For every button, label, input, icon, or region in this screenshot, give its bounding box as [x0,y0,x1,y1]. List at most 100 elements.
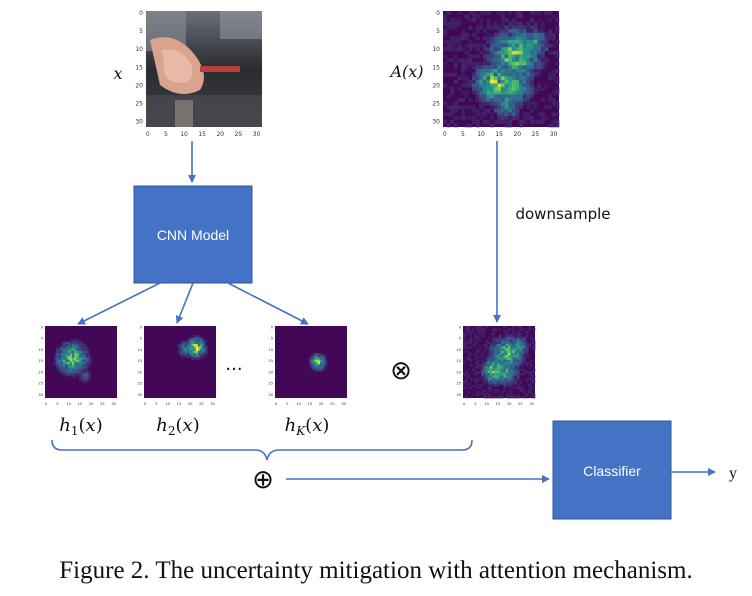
tick-label: 30 [137,393,142,397]
tick-label: 10 [484,402,489,406]
tick-label: 15 [198,131,206,138]
tick-label: 30 [38,393,43,397]
tick-label: 0 [271,325,274,329]
tick-label: 20 [137,370,142,374]
tick-label: 30 [550,131,558,138]
tick-label: 0 [146,131,150,138]
tick-label: 20 [456,370,461,374]
tick-label: 20 [319,402,324,406]
tick-label: 30 [210,402,215,406]
tick-label: 30 [341,402,346,406]
attention-label: A(x) [388,62,423,81]
h2-label: h2(x) [156,415,199,438]
cnn-model-label: CNN Model [157,227,229,243]
output-label: y [729,465,737,482]
tick-label: 30 [529,402,534,406]
tick-label: 20 [513,131,521,138]
tick-label: 20 [89,402,94,406]
tick-label: 10 [135,46,143,53]
figure-caption: Figure 2. The uncertainty mitigation wit… [59,557,692,584]
tick-label: 0 [443,131,447,138]
tick-label: 10 [296,402,301,406]
tick-label: 0 [139,10,143,17]
tick-label: 20 [507,402,512,406]
tick-label: 25 [268,382,273,386]
tick-label: 25 [456,382,461,386]
tick-label: 0 [436,10,440,17]
tick-label: 15 [495,131,503,138]
tick-label: 25 [137,382,142,386]
tick-label: 25 [518,402,523,406]
tick-label: 0 [144,402,147,406]
tick-label: 10 [477,131,485,138]
tick-label: 5 [459,337,461,341]
tick-label: 5 [140,337,142,341]
tick-label: 20 [188,402,193,406]
tick-label: 25 [532,131,540,138]
ellipsis: ··· [225,359,242,380]
tick-label: 25 [199,402,204,406]
cnn-model-box [133,185,253,284]
downsampled-attention-heatmap [463,326,536,399]
arrow-model-to-h1 [77,282,161,325]
grouping-brace [51,439,473,461]
tick-label: 0 [459,325,462,329]
tick-label: 0 [45,402,48,406]
tick-label: 0 [41,325,44,329]
heatmap-hk [275,326,347,398]
attention-heatmap [443,11,560,128]
tick-label: 25 [135,101,143,108]
tick-label: 20 [38,370,43,374]
tick-label: 10 [165,402,170,406]
tick-label: 5 [271,337,273,341]
h1-label: h1(x) [59,415,102,438]
tick-label: 30 [268,393,273,397]
tick-label: 20 [135,82,143,89]
tick-label: 5 [461,131,465,138]
tick-label: 5 [474,402,476,406]
tick-label: 15 [177,402,182,406]
tick-label: 30 [432,119,440,126]
tick-label: 15 [456,359,461,363]
tick-label: 20 [268,370,273,374]
input-image-x-ticks: 0 5 10 15 20 25 30 [146,131,261,138]
downsample-label: downsample [515,205,610,223]
tick-label: 25 [432,101,440,108]
tick-label: 10 [268,348,273,352]
tick-label: 15 [38,359,43,363]
tick-label: 15 [308,402,313,406]
input-image-y-ticks: 0 5 10 15 20 25 30 [135,10,143,126]
tick-label: 15 [135,64,143,71]
heatmap-h1 [45,326,117,398]
heatmap-h2 [144,326,216,398]
tick-label: 0 [140,325,143,329]
classifier-box [552,420,672,520]
attention-heatmap-y-ticks: 0 5 10 15 20 25 30 [432,10,440,126]
tick-label: 0 [463,402,466,406]
tick-label: 20 [216,131,224,138]
multiply-symbol: ⊗ [390,356,412,386]
tick-label: 25 [330,402,335,406]
tick-label: 5 [41,337,43,341]
tick-label: 15 [432,64,440,71]
small-heatmap-ticks: 0 5 10 15 20 25 30 0 5 10 15 20 25 30 0 5 10 15 20 25 30 0 5 10… [38,325,534,406]
tick-label: 15 [78,402,83,406]
tick-label: 10 [180,131,188,138]
tick-label: 0 [275,402,278,406]
input-label: x [113,64,122,83]
tick-label: 10 [456,348,461,352]
arrow-model-to-hk [227,282,309,325]
tick-label: 25 [235,131,243,138]
tick-label: 5 [139,28,143,35]
tick-label: 30 [456,393,461,397]
tick-label: 10 [137,348,142,352]
tick-label: 5 [56,402,58,406]
tick-label: 10 [38,348,43,352]
tick-label: 10 [66,402,71,406]
input-image [146,11,262,127]
sum-symbol: ⊕ [252,465,274,495]
tick-label: 5 [155,402,157,406]
tick-label: 10 [432,46,440,53]
tick-label: 25 [100,402,105,406]
tick-label: 5 [164,131,168,138]
